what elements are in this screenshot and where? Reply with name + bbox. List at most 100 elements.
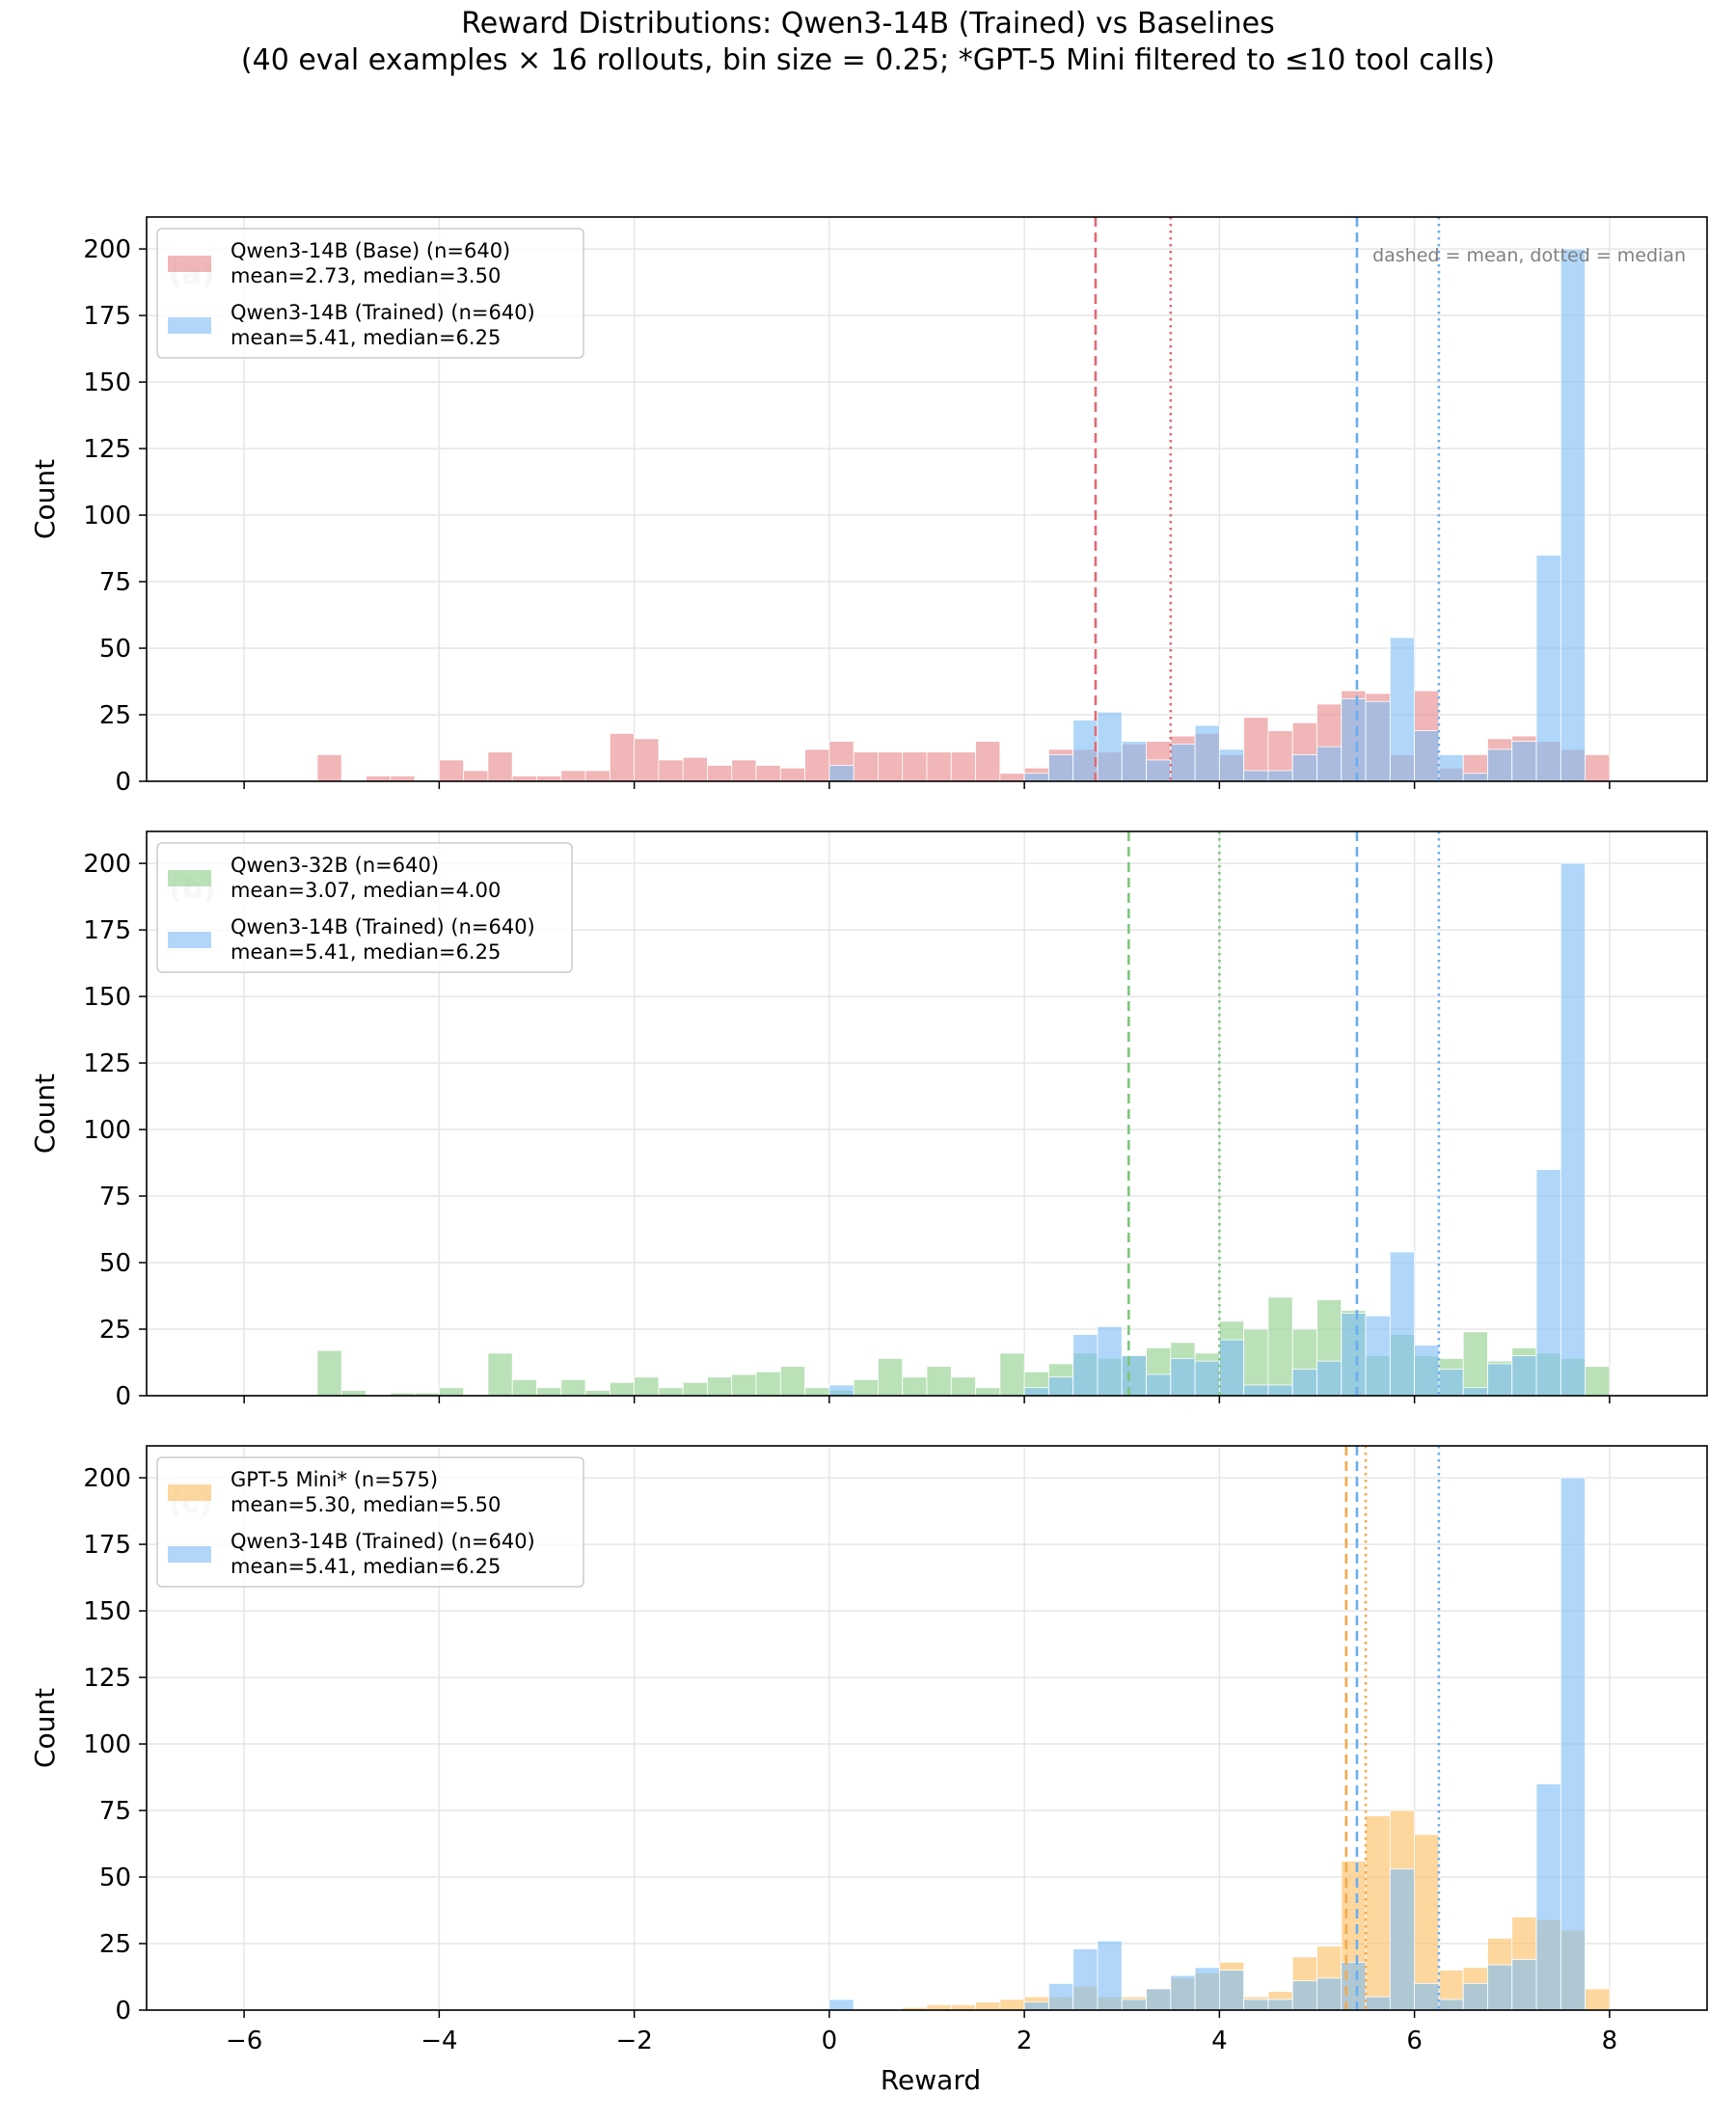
histogram-bar	[1462, 1331, 1488, 1397]
legend: Qwen3-14B (Base) (n=640)mean=2.73, media…	[156, 228, 584, 359]
histogram-bar	[1072, 1948, 1099, 2011]
histogram-bar	[438, 1387, 465, 1397]
histogram-bar	[902, 1376, 928, 1397]
histogram-bar	[1414, 1345, 1440, 1397]
histogram-bar	[707, 765, 733, 782]
histogram-bar	[1535, 1783, 1561, 2011]
histogram-bar	[463, 770, 489, 782]
bar-series	[828, 1477, 1586, 2011]
histogram-bar	[390, 775, 416, 782]
bar-series	[828, 862, 1586, 1397]
y-tick-label: 100	[83, 502, 131, 530]
legend-series-name: GPT-5 Mini* (n=575)	[231, 1468, 438, 1491]
histogram-bar	[878, 1357, 904, 1397]
histogram-bar	[950, 1376, 976, 1397]
y-axis-label: Count	[29, 459, 61, 539]
histogram-bar	[1170, 1974, 1196, 2011]
chart-panel: (c)GPT-5 Mini* (n=575)mean=5.30, median=…	[29, 1445, 1708, 2096]
histogram-bar	[1267, 770, 1293, 782]
y-tick-label: 0	[115, 1997, 131, 2026]
histogram-bar	[1462, 1983, 1488, 2011]
histogram-bar	[560, 1379, 586, 1397]
histogram-bar	[1097, 1940, 1123, 2011]
histogram-bar	[926, 2004, 952, 2011]
histogram-bar	[1097, 711, 1123, 782]
y-tick-label: 0	[115, 768, 131, 797]
histogram-bar	[1511, 1355, 1537, 1397]
histogram-bar	[1414, 730, 1440, 782]
histogram-bar	[1462, 1387, 1488, 1397]
histogram-bar	[1267, 1384, 1293, 1397]
y-axis-label: Count	[29, 1074, 61, 1154]
histogram-bar	[1146, 1374, 1172, 1397]
legend-box	[156, 842, 573, 973]
histogram-bar	[536, 1387, 562, 1397]
x-tick-label: 6	[1406, 2027, 1423, 2055]
histogram-bar	[902, 751, 928, 782]
histogram-bar	[999, 1352, 1025, 1397]
y-tick-label: 175	[83, 302, 131, 331]
histogram-bar	[1389, 1868, 1416, 2011]
histogram-bar	[1194, 1360, 1220, 1397]
axes-frame	[146, 830, 1708, 1397]
histogram-bar	[1023, 773, 1049, 782]
histogram-bar	[1438, 1999, 1464, 2011]
histogram-bar	[828, 1999, 854, 2011]
histogram-bar	[1535, 1169, 1561, 1397]
histogram-bar	[999, 773, 1025, 782]
y-tick-label: 175	[83, 916, 131, 945]
histogram-bar	[975, 1387, 1001, 1397]
histogram-bar	[804, 1387, 830, 1397]
y-tick-label: 100	[83, 1730, 131, 1759]
legend-swatch	[168, 1546, 211, 1563]
histogram-bar	[1048, 754, 1074, 782]
histogram-bar	[1389, 637, 1416, 782]
histogram-bar	[950, 2004, 976, 2011]
x-tick-label: 2	[1017, 2027, 1033, 2055]
histogram-bar	[1218, 748, 1245, 782]
histogram-bar	[1511, 741, 1537, 782]
y-tick-label: 200	[83, 850, 131, 879]
histogram-bar	[1218, 1970, 1245, 2011]
y-tick-label: 25	[99, 1930, 131, 1959]
histogram-bar	[1243, 770, 1269, 782]
y-tick-label: 150	[83, 983, 131, 1012]
histogram-bar	[853, 751, 879, 782]
legend-series-name: Qwen3-32B (n=640)	[231, 854, 439, 877]
y-tick-label: 75	[99, 1183, 131, 1211]
histogram-bar	[1365, 1315, 1391, 1397]
histogram-bar	[1146, 1988, 1172, 2011]
histogram-bar	[1072, 1334, 1099, 1397]
histogram-bar	[1023, 1387, 1049, 1397]
histogram-bar	[634, 738, 660, 782]
legend-series-name: Qwen3-14B (Trained) (n=640)	[231, 915, 535, 939]
histogram-bar	[1121, 1999, 1147, 2011]
y-axis-label: Count	[29, 1688, 61, 1768]
histogram-bar	[584, 1390, 610, 1397]
histogram-bar	[878, 751, 904, 782]
y-tick-label: 50	[99, 1249, 131, 1278]
histogram-bar	[1316, 1360, 1343, 1397]
histogram-bar	[1585, 1988, 1611, 2011]
legend: Qwen3-32B (n=640)mean=3.07, median=4.00 Q…	[156, 842, 573, 973]
panels-group: (a)Qwen3-14B (Base) (n=640)mean=2.73, me…	[29, 216, 1708, 2096]
histogram-bar	[1316, 746, 1343, 782]
histogram-bar	[1097, 1325, 1123, 1397]
histogram-bar	[1316, 1977, 1343, 2011]
legend-series-stats: mean=5.41, median=6.25	[231, 1555, 501, 1578]
histogram-bar	[1341, 698, 1367, 782]
histogram-bar	[487, 751, 513, 782]
y-tick-label: 100	[83, 1116, 131, 1145]
histogram-bar	[1560, 1477, 1586, 2011]
y-tick-label: 75	[99, 568, 131, 597]
histogram-bar	[1170, 1357, 1196, 1397]
histogram-bar	[1291, 754, 1317, 782]
legend-series-name: Qwen3-14B (Base) (n=640)	[231, 239, 510, 262]
histogram-bar	[511, 1379, 537, 1397]
histogram-bar	[1023, 2001, 1049, 2011]
histogram-bar	[1462, 773, 1488, 782]
histogram-bar	[340, 1390, 366, 1397]
legend-swatch	[168, 932, 211, 948]
histogram-bar	[1585, 754, 1611, 782]
histogram-bar	[1267, 1296, 1293, 1397]
